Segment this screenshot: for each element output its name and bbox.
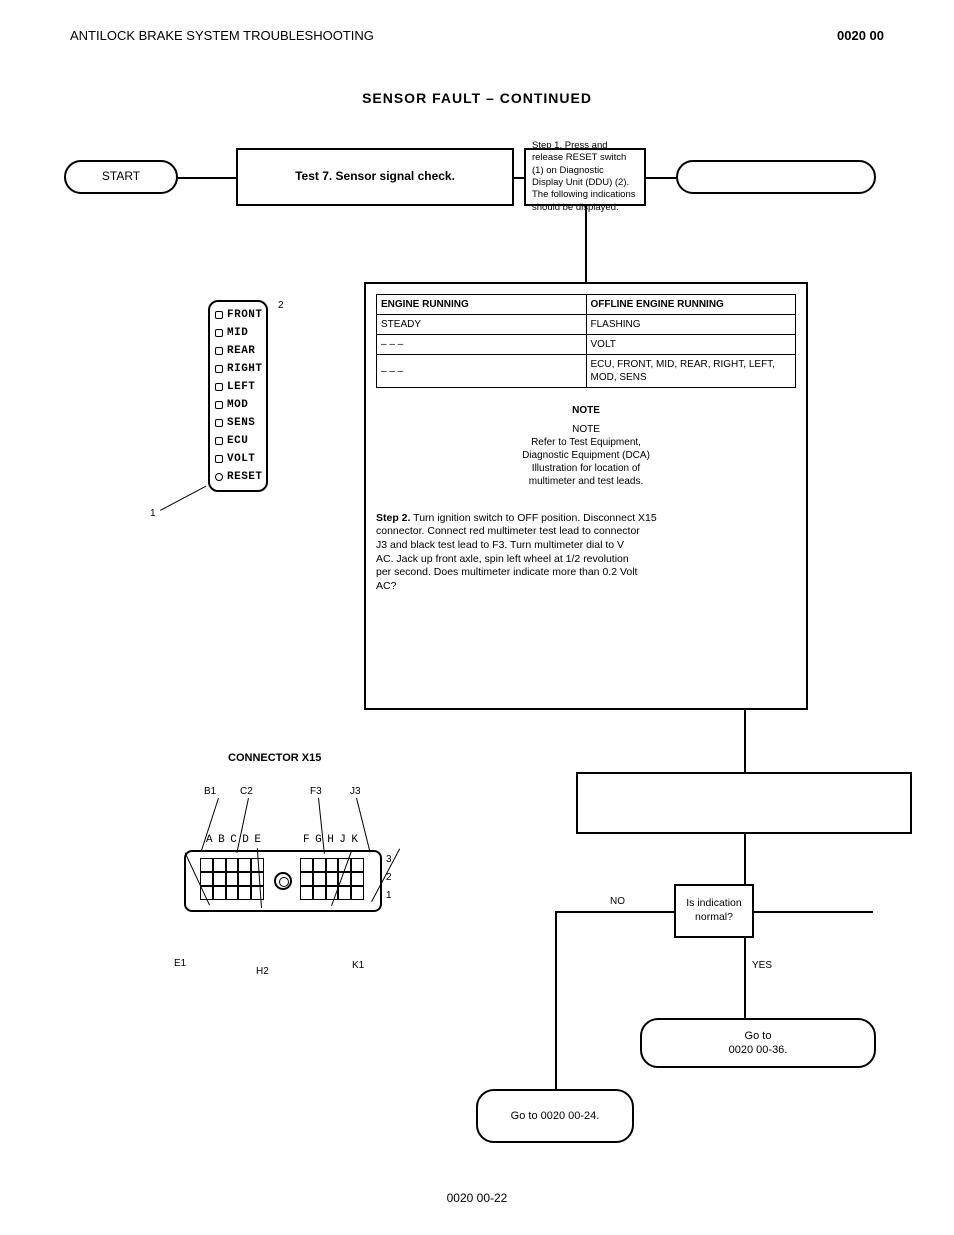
row-num: 1 xyxy=(386,890,392,901)
callout-1: 1 xyxy=(150,508,156,519)
th: OFFLINE ENGINE RUNNING xyxy=(586,295,796,315)
callout-2: 2 xyxy=(278,300,284,311)
note-heading: NOTE xyxy=(376,404,796,417)
dddu-row: ECU xyxy=(212,432,264,450)
indication-table: ENGINE RUNNING OFFLINE ENGINE RUNNING ST… xyxy=(376,294,796,388)
goto36-node: Go to 0020 00-36. xyxy=(640,1018,876,1068)
dddu-row: SENS xyxy=(212,414,264,432)
conn-screw-icon xyxy=(274,872,292,890)
td: ECU, FRONT, MID, REAR, RIGHT, LEFT, MOD,… xyxy=(586,355,796,388)
td: FLASHING xyxy=(586,315,796,335)
footer-page-num: 0020 00-22 xyxy=(0,1191,954,1205)
conn-grid-right xyxy=(300,858,364,900)
dddu-row: VOLT xyxy=(212,450,264,468)
dddu-row: REAR xyxy=(212,342,264,360)
pin-label: F3 xyxy=(310,786,322,797)
edge xyxy=(646,177,676,179)
pin-label: J3 xyxy=(350,786,361,797)
td: – – – xyxy=(377,355,587,388)
top-right-pill xyxy=(676,160,876,194)
connector-title: CONNECTOR X15 xyxy=(228,752,321,764)
dddu-row: MID xyxy=(212,324,264,342)
test7-box: Test 7. Sensor signal check. xyxy=(236,148,514,206)
pin-label: C2 xyxy=(240,786,253,797)
page: ANTILOCK BRAKE SYSTEM TROUBLESHOOTING 00… xyxy=(0,0,954,1235)
edge xyxy=(555,911,674,913)
decision-box: Is indication normal? xyxy=(674,884,754,938)
step1-box: Step 1. Press and release RESET switch (… xyxy=(524,148,646,206)
td: VOLT xyxy=(586,335,796,355)
dddu-row: RIGHT xyxy=(212,360,264,378)
header-left: ANTILOCK BRAKE SYSTEM TROUBLESHOOTING xyxy=(70,28,374,43)
dddu-row: MOD xyxy=(212,396,264,414)
conn-letters-left: ABCDE xyxy=(206,834,267,846)
page-title: SENSOR FAULT – CONTINUED xyxy=(0,90,954,106)
dddu: FRONT MID REAR RIGHT LEFT MOD SENS ECU V… xyxy=(208,300,268,492)
decision-prep-box xyxy=(576,772,912,834)
conn-letters-right: FGHJK xyxy=(303,834,364,846)
note-body: NOTE Refer to Test Equipment, Diagnostic… xyxy=(376,423,796,488)
edge xyxy=(744,938,746,1018)
edge xyxy=(555,911,557,1089)
connector-shell xyxy=(184,850,382,912)
edge xyxy=(744,834,746,884)
goto24-node: Go to 0020 00-24. xyxy=(476,1089,634,1143)
pin-label: H2 xyxy=(256,966,269,977)
header-right: 0020 00 xyxy=(837,28,884,43)
step1-text: Step 1. Press and release RESET switch (… xyxy=(532,140,638,214)
pin-label: B1 xyxy=(204,786,216,797)
step2: Step 2. Turn ignition switch to OFF posi… xyxy=(376,498,657,593)
th: ENGINE RUNNING xyxy=(377,295,587,315)
conn-grid-left xyxy=(200,858,264,900)
yes-label: YES xyxy=(752,960,772,971)
dddu-row: RESET xyxy=(212,468,264,486)
dddu-row: LEFT xyxy=(212,378,264,396)
edge xyxy=(178,177,236,179)
leader xyxy=(160,486,206,511)
edge xyxy=(754,911,873,913)
td: – – – xyxy=(377,335,587,355)
pin-label: E1 xyxy=(174,958,186,969)
big-box: ENGINE RUNNING OFFLINE ENGINE RUNNING ST… xyxy=(364,282,808,710)
edge xyxy=(585,206,587,282)
start-node: START xyxy=(64,160,178,194)
no-label: NO xyxy=(610,896,625,907)
edge xyxy=(744,710,746,772)
dddu-row: FRONT xyxy=(212,306,264,324)
td: STEADY xyxy=(377,315,587,335)
pin-label: K1 xyxy=(352,960,364,971)
